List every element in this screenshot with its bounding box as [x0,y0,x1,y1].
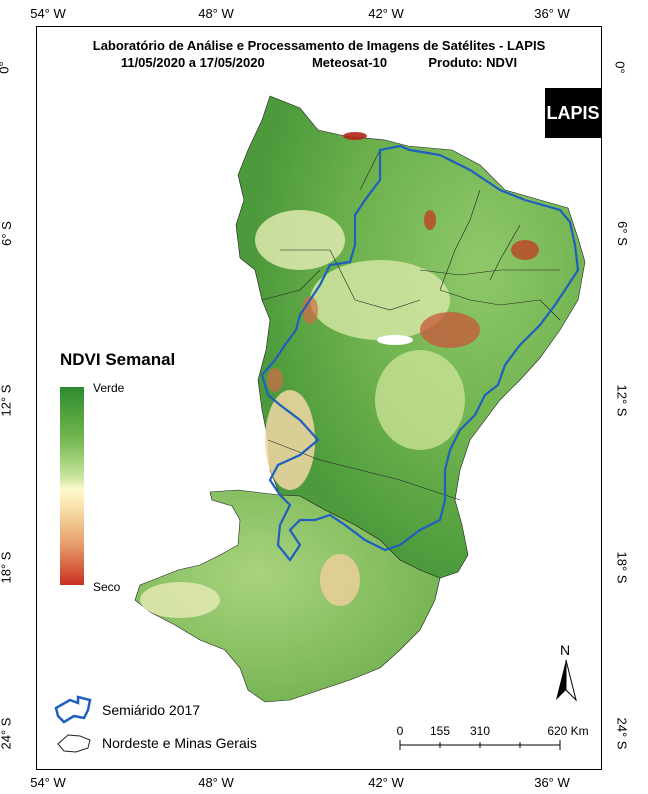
date-range: 11/05/2020 a 17/05/2020 [120,55,265,70]
very-dry-spot [267,368,283,392]
dry-area [255,210,345,270]
dry-area [375,350,465,450]
logo-text: LAPIS [546,102,600,123]
lon-label-bottom: 54° W [30,775,66,790]
legend-title: NDVI Semanal [60,350,176,369]
northeast-legend-icon [57,734,91,753]
lon-label-top: 36° W [534,6,570,21]
lon-label-bottom: 36° W [534,775,570,790]
no-data-area [377,335,413,345]
semiarid-legend-icon [54,695,92,724]
dry-area [320,554,360,606]
ramp-label-high: Verde [93,381,125,395]
lon-label-bottom: 42° W [368,775,404,790]
legend-northeast-label: Nordeste e Minas Gerais [102,735,257,751]
dry-area [140,582,220,618]
semiarid-boundary [260,144,580,562]
north-label: N [560,642,571,658]
very-dry-spot [424,210,436,230]
north-arrow-icon [556,659,577,702]
lapis-logo: LAPIS [545,88,601,138]
scale-label: 0 [396,724,404,738]
satellite-name: Meteosat-10 [311,55,388,70]
lon-label-top: 48° W [198,6,234,21]
lon-label-bottom: 48° W [198,775,234,790]
very-dry-spot [302,296,318,324]
ramp-label-low: Seco [93,580,121,594]
minas-gerais-region [134,489,441,703]
ndvi-color-ramp [60,387,84,585]
lon-label-top: 42° W [368,6,404,21]
map-subtitle: 11/05/2020 a 17/05/2020 Meteosat-10 Prod… [36,55,602,70]
lon-label-top: 54° W [30,6,66,21]
scale-label: 155 [429,724,451,738]
map-title: Laboratório de Análise e Processamento d… [92,38,546,53]
scale-label: 620 Km [547,724,589,738]
scale-bar [399,740,561,750]
map-frame [36,26,602,770]
very-dry-spot [343,132,367,140]
state-borders [261,145,561,501]
product-name: Produto: NDVI [428,55,518,70]
very-dry-spot [420,312,480,348]
very-dry-spot [511,240,539,260]
legend-semiarid-label: Semiárido 2017 [102,702,201,718]
scale-label: 310 [469,724,491,738]
